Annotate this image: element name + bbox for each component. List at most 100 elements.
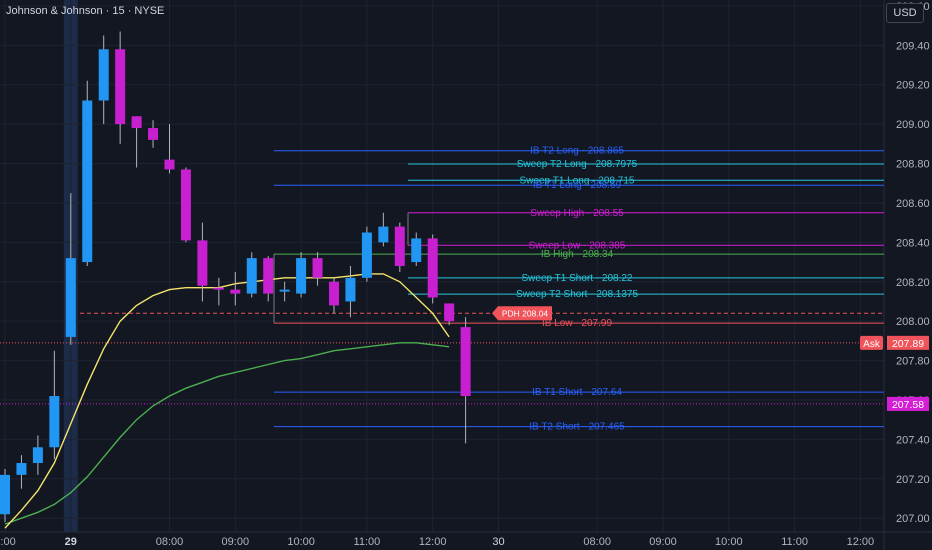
candle-body: [98, 49, 109, 101]
candle: [0, 468, 10, 523]
candle-body: [246, 258, 257, 294]
candle-body: [411, 238, 422, 263]
candle-body: [197, 240, 208, 286]
price-tick-label: 208.20: [896, 277, 930, 289]
candle-body: [82, 100, 93, 263]
time-tick-label: 29: [65, 536, 77, 548]
price-tick-label: 209.40: [896, 40, 930, 52]
candle: [246, 252, 257, 298]
candle: [197, 222, 208, 302]
time-tick-label: 08:00: [583, 536, 611, 548]
ask-tag-text: Ask: [863, 339, 881, 350]
level-label: Sweep T1 Long - 208.715: [520, 175, 635, 186]
ask-value-text: 207.89: [892, 338, 924, 350]
candle: [427, 234, 438, 304]
ask-tag-bg: [860, 335, 883, 350]
candle-body: [460, 327, 471, 397]
price-tick-label: 207.40: [896, 434, 930, 446]
candle-body: [329, 281, 339, 306]
candle: [361, 226, 372, 282]
level-label: IB T1 Long - 208.69: [533, 180, 622, 191]
candle: [49, 350, 60, 460]
candle: [411, 232, 422, 266]
candle-body: [213, 287, 224, 290]
time-tick-label: 11:00: [354, 536, 381, 548]
ask-price-label: Ask 207.89: [860, 335, 929, 350]
level-label: IB Low - 207.99: [542, 318, 612, 329]
candle-body: [230, 289, 241, 294]
last-price-label: 207.58: [887, 396, 929, 411]
time-tick-label: 10:00: [715, 536, 743, 548]
candle: [131, 116, 142, 168]
candle-body: [394, 226, 405, 266]
currency-button[interactable]: USD: [886, 3, 924, 23]
price-tick-label: 208.80: [896, 159, 930, 171]
price-tick-label: 208.00: [896, 316, 930, 328]
candle: [394, 222, 405, 272]
candle-body: [263, 258, 274, 294]
level-label: IB T2 Long - 208.865: [530, 146, 624, 157]
level-label: Sweep T2 Short - 208.1375: [516, 289, 639, 300]
price-tick-label: 207.20: [896, 474, 930, 486]
candle-body: [131, 116, 142, 129]
pdh-badge: PDH 208.04: [492, 306, 552, 321]
time-tick-label: 30: [492, 536, 504, 548]
level-label: Sweep Low - 208.385: [529, 240, 626, 251]
candle: [65, 193, 76, 345]
candle: [279, 281, 290, 302]
price-tick-label: 207.00: [896, 513, 930, 525]
candle-body: [65, 258, 76, 337]
candle: [98, 35, 109, 125]
candle: [148, 120, 159, 148]
symbol-title[interactable]: Johnson & Johnson · 15 · NYSE: [6, 5, 165, 17]
price-tick-label: 208.60: [896, 198, 930, 210]
candle-body: [378, 226, 389, 243]
candle: [329, 277, 339, 314]
candle-body: [279, 289, 290, 292]
candle-body: [148, 128, 159, 140]
time-tick-label: 12:00: [419, 536, 447, 548]
time-tick-label: 2:00: [0, 536, 16, 548]
level-label: IB T2 Short - 207.465: [529, 422, 625, 433]
time-tick-label: 10:00: [287, 536, 315, 548]
candle-body: [16, 463, 27, 475]
ask-value-bg: [887, 335, 929, 350]
time-tick-label: 09:00: [222, 536, 250, 548]
candle-body: [115, 49, 126, 125]
candle-body: [180, 169, 191, 241]
pdh-badge-shape: [492, 306, 552, 321]
last-value-text: 207.58: [892, 399, 924, 411]
candle-body: [32, 447, 43, 464]
candle: [32, 435, 43, 475]
candle: [345, 266, 356, 318]
candle: [213, 277, 224, 306]
ema-fast-line: [4, 273, 450, 529]
candle-body: [49, 396, 60, 448]
time-tick-label: 11:00: [781, 536, 808, 548]
level-label: Sweep High - 208.55: [530, 208, 624, 219]
candle: [82, 80, 93, 266]
price-tick-label: 207.80: [896, 356, 930, 368]
candle-body: [444, 303, 455, 322]
candle: [444, 303, 455, 326]
candle: [164, 124, 175, 174]
candle-body: [361, 232, 372, 278]
level-label: IB T1 Short - 207.64: [532, 387, 622, 398]
time-tick-label: 12:00: [847, 536, 875, 548]
pdh-badge-text: PDH 208.04: [502, 308, 549, 318]
candle: [378, 212, 389, 247]
candle: [115, 31, 126, 144]
candle: [180, 167, 191, 243]
time-tick-label: 09:00: [649, 536, 677, 548]
candle-body: [345, 277, 356, 302]
ema-slow-line: [4, 342, 450, 525]
price-tick-label: 208.40: [896, 237, 930, 249]
time-tick-label: 08:00: [156, 536, 184, 548]
candle-body: [427, 238, 438, 298]
candle-body: [0, 474, 10, 515]
candle-body: [296, 258, 307, 294]
candle: [16, 455, 27, 489]
